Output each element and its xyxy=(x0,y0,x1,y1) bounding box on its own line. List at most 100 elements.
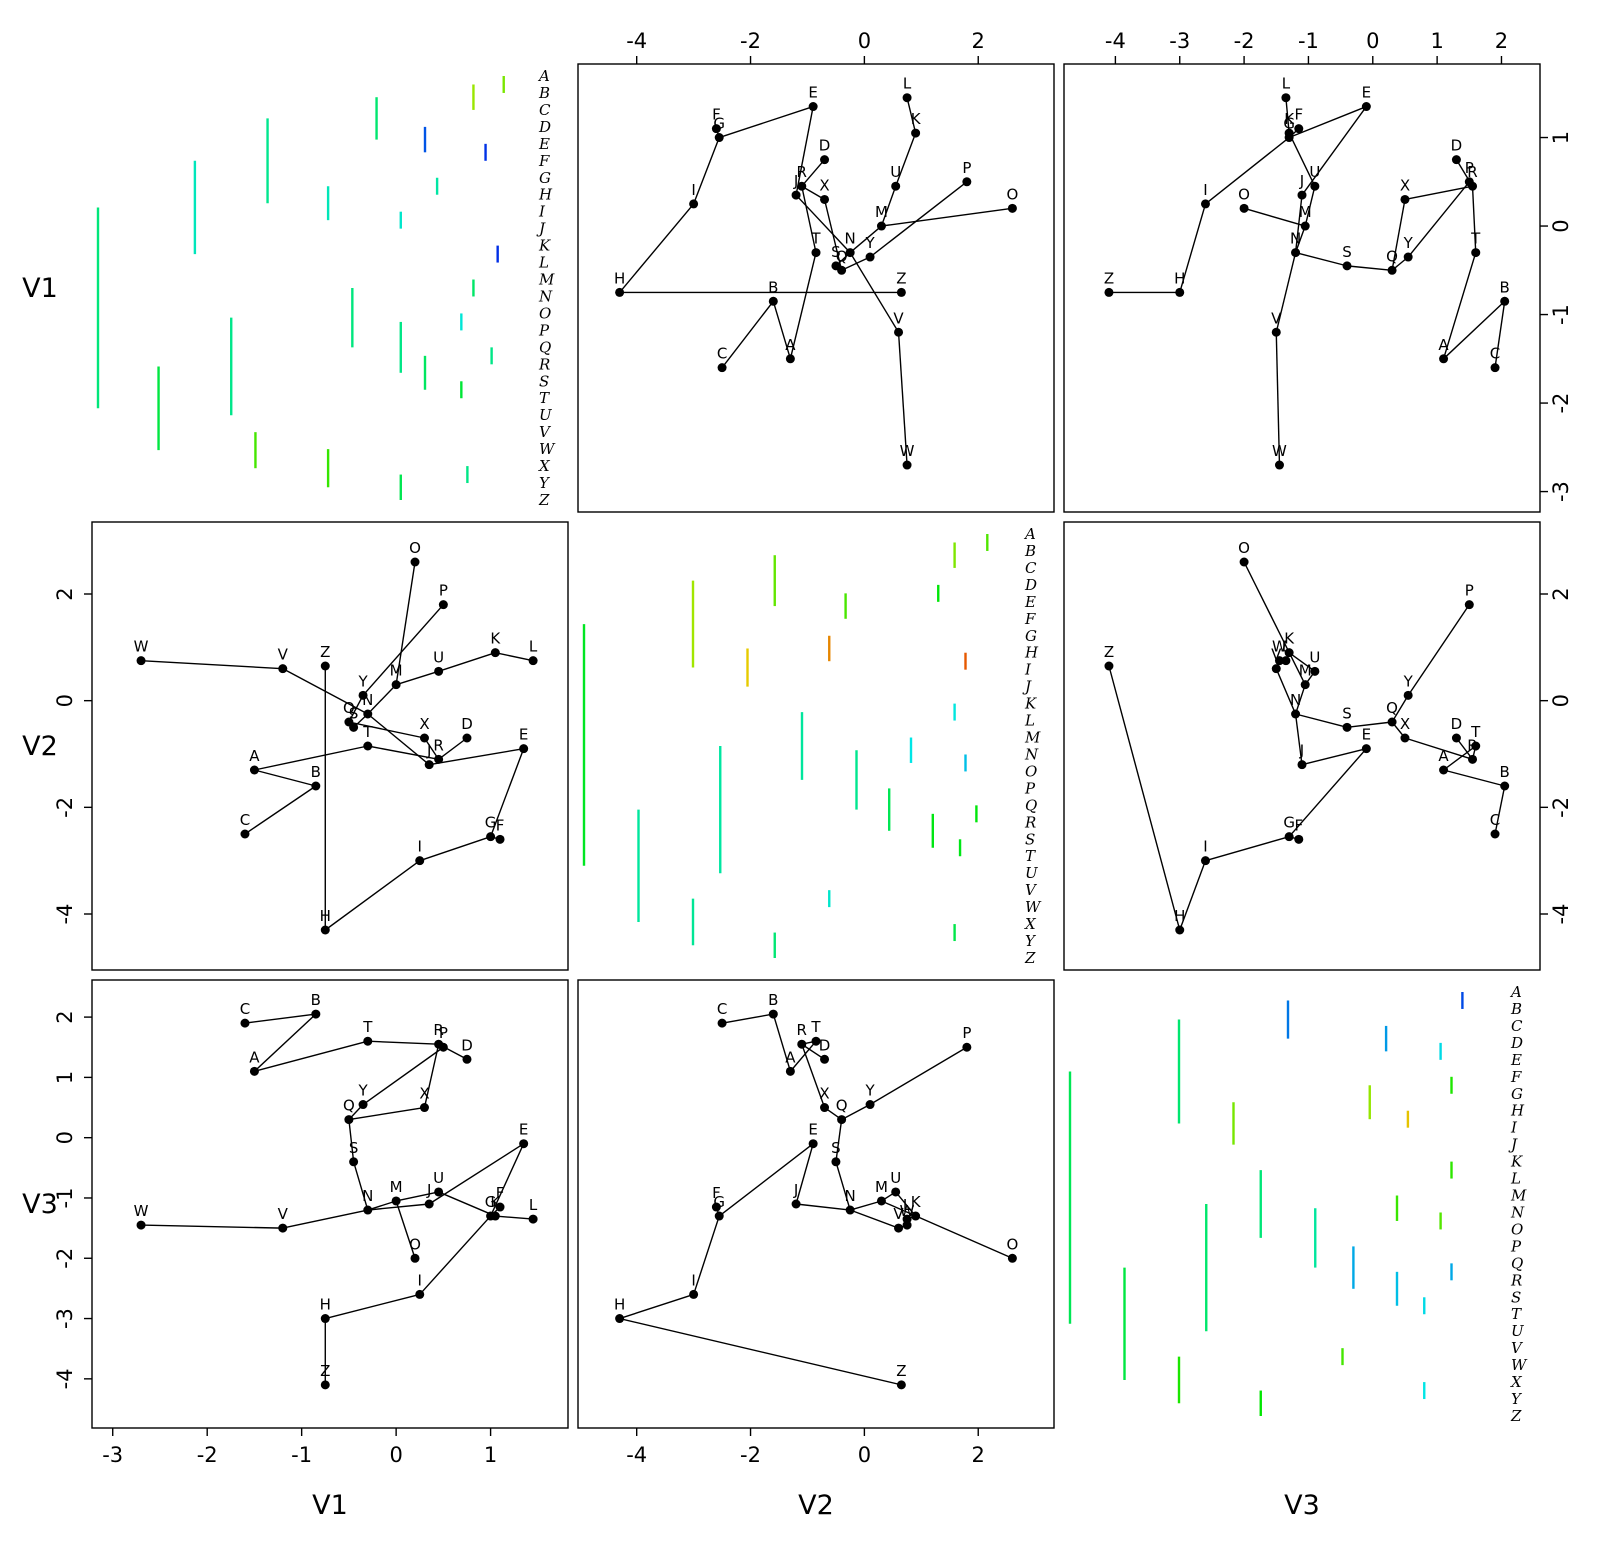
svg-text:-1: -1 xyxy=(1549,304,1573,325)
svg-text:R: R xyxy=(1510,1271,1522,1289)
svg-text:T: T xyxy=(1025,847,1036,865)
svg-text:L: L xyxy=(903,1196,912,1214)
svg-text:O: O xyxy=(1238,539,1250,557)
svg-text:0: 0 xyxy=(1549,219,1573,232)
svg-text:I: I xyxy=(1024,661,1032,679)
svg-text:2: 2 xyxy=(53,1010,77,1023)
svg-text:Y: Y xyxy=(1403,234,1414,252)
svg-text:B: B xyxy=(1510,1000,1522,1018)
svg-text:R: R xyxy=(1467,163,1477,181)
svg-text:U: U xyxy=(890,1169,901,1187)
svg-text:M: M xyxy=(1510,1187,1527,1205)
svg-text:J: J xyxy=(1508,1136,1518,1154)
svg-text:B: B xyxy=(311,763,321,781)
svg-text:P: P xyxy=(439,582,448,600)
svg-text:J: J xyxy=(1299,742,1304,760)
svg-text:D: D xyxy=(1024,576,1037,594)
svg-text:K: K xyxy=(538,237,551,255)
svg-text:2: 2 xyxy=(1549,587,1573,600)
svg-text:U: U xyxy=(539,406,553,424)
svg-text:C: C xyxy=(717,345,727,363)
svg-text:L: L xyxy=(1510,1170,1521,1188)
svg-text:-2: -2 xyxy=(1549,797,1573,818)
svg-text:D: D xyxy=(461,715,473,733)
svg-text:U: U xyxy=(1309,163,1320,181)
svg-text:T: T xyxy=(539,389,550,407)
svg-text:L: L xyxy=(529,638,538,656)
svg-text:B: B xyxy=(1024,542,1036,560)
svg-text:H: H xyxy=(1174,269,1185,287)
svg-text:A: A xyxy=(1509,983,1522,1001)
svg-text:-3: -3 xyxy=(102,1443,123,1467)
svg-text:R: R xyxy=(433,1021,443,1039)
svg-text:I: I xyxy=(1203,181,1207,199)
svg-text:0: 0 xyxy=(1366,29,1379,53)
svg-text:-1: -1 xyxy=(291,1443,312,1467)
svg-text:X: X xyxy=(1510,1373,1523,1391)
svg-text:F: F xyxy=(1024,610,1036,628)
svg-text:X: X xyxy=(419,715,429,733)
svg-text:D: D xyxy=(461,1036,473,1054)
svg-text:-4: -4 xyxy=(53,904,77,925)
svg-text:P: P xyxy=(538,321,550,339)
svg-text:A: A xyxy=(537,67,550,85)
svg-text:-3: -3 xyxy=(53,1308,77,1329)
svg-text:W: W xyxy=(900,1202,915,1220)
svg-text:P: P xyxy=(1465,159,1474,177)
svg-text:0: 0 xyxy=(858,29,871,53)
svg-text:Q: Q xyxy=(836,1097,848,1115)
svg-text:G: G xyxy=(485,814,497,832)
svg-text:V3: V3 xyxy=(22,1189,58,1220)
svg-text:P: P xyxy=(1510,1237,1522,1255)
svg-text:G: G xyxy=(539,169,551,187)
svg-text:B: B xyxy=(768,278,778,296)
svg-text:M: M xyxy=(1024,729,1041,747)
svg-text:G: G xyxy=(485,1193,497,1211)
svg-text:A: A xyxy=(249,1048,260,1066)
svg-text:T: T xyxy=(1470,723,1481,741)
svg-text:N: N xyxy=(845,230,856,248)
svg-text:Z: Z xyxy=(1510,1407,1522,1425)
svg-text:K: K xyxy=(490,1193,501,1211)
svg-text:V: V xyxy=(1511,1339,1524,1357)
svg-text:Q: Q xyxy=(1386,247,1398,265)
svg-text:M: M xyxy=(875,203,888,221)
svg-text:R: R xyxy=(797,1021,807,1039)
svg-text:T: T xyxy=(1470,230,1481,248)
svg-text:M: M xyxy=(390,662,403,680)
svg-text:S: S xyxy=(349,704,359,722)
svg-text:J: J xyxy=(536,220,546,238)
svg-text:-4: -4 xyxy=(626,29,647,53)
svg-text:F: F xyxy=(712,1184,721,1202)
svg-text:B: B xyxy=(768,991,778,1009)
svg-text:2: 2 xyxy=(1495,29,1508,53)
svg-text:H: H xyxy=(614,1296,625,1314)
svg-text:A: A xyxy=(785,336,796,354)
svg-text:P: P xyxy=(1024,779,1036,797)
svg-text:G: G xyxy=(1025,627,1037,645)
svg-text:2: 2 xyxy=(53,587,77,600)
svg-text:K: K xyxy=(1510,1153,1523,1171)
svg-text:A: A xyxy=(1438,747,1449,765)
svg-text:C: C xyxy=(1511,1017,1523,1035)
svg-text:0: 0 xyxy=(53,694,77,707)
svg-text:S: S xyxy=(539,372,549,390)
svg-text:2: 2 xyxy=(972,1443,985,1467)
svg-text:E: E xyxy=(808,84,817,102)
svg-text:F: F xyxy=(712,106,721,124)
svg-text:Q: Q xyxy=(343,699,355,717)
svg-text:Z: Z xyxy=(320,1362,330,1380)
svg-text:H: H xyxy=(1024,644,1039,662)
svg-text:V: V xyxy=(278,1205,289,1223)
svg-text:Z: Z xyxy=(320,643,330,661)
svg-text:0: 0 xyxy=(858,1443,871,1467)
svg-text:C: C xyxy=(1490,811,1500,829)
svg-text:O: O xyxy=(1006,1235,1018,1253)
svg-text:S: S xyxy=(1511,1288,1521,1306)
svg-text:R: R xyxy=(797,163,807,181)
svg-text:-2: -2 xyxy=(53,797,77,818)
svg-text:V1: V1 xyxy=(22,273,58,304)
svg-text:Z: Z xyxy=(896,1362,906,1380)
svg-text:G: G xyxy=(1283,814,1295,832)
svg-text:C: C xyxy=(1490,345,1500,363)
